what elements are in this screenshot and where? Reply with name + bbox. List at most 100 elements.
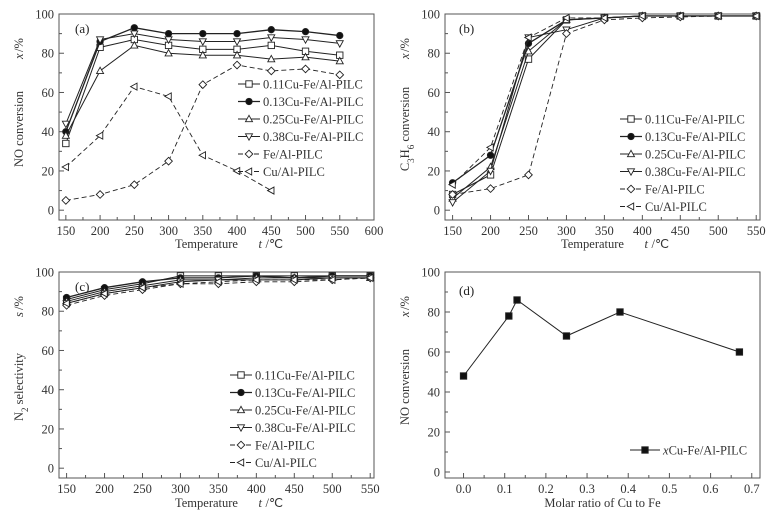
data-point bbox=[486, 167, 495, 176]
legend-marker bbox=[626, 184, 636, 194]
legend: 0.11Cu-Fe/Al-PILC 0.13Cu-Fe/Al-PILC 0.25Cu… bbox=[238, 78, 363, 179]
legend-label: Fe/Al-PILC bbox=[263, 148, 323, 162]
data-point bbox=[213, 277, 222, 287]
legend-marker bbox=[627, 132, 635, 141]
y-tick-label: 40 bbox=[42, 125, 55, 139]
data-point bbox=[335, 56, 345, 65]
x-tick-label: 150 bbox=[443, 224, 462, 238]
data-point bbox=[130, 30, 139, 39]
legend-marker bbox=[244, 149, 254, 159]
series-cu-al-pilc bbox=[61, 273, 374, 308]
legend-marker bbox=[641, 446, 649, 454]
data-point bbox=[232, 60, 242, 70]
x-tick-label: 350 bbox=[595, 224, 614, 238]
data-point bbox=[61, 131, 71, 139]
panel-label: (d) bbox=[459, 283, 474, 298]
x-tick-label: 450 bbox=[285, 482, 304, 496]
panel-d: 0.0 0.1 0.2 0.3 0.4 0.5 0.6 0.7 0 20 40 60 80 100 Mola… bbox=[398, 266, 761, 510]
legend-marker bbox=[244, 167, 253, 176]
data-point bbox=[675, 11, 684, 21]
data-point bbox=[95, 66, 105, 75]
data-point bbox=[61, 120, 71, 129]
series-cu-al-pilc bbox=[447, 11, 760, 189]
x-tick-label: 0.2 bbox=[538, 482, 554, 496]
data-point bbox=[524, 170, 533, 180]
x-tick-label: 150 bbox=[56, 224, 75, 238]
data-point bbox=[562, 332, 571, 340]
legend-label: 0.25Cu-Fe/Al-PILC bbox=[255, 404, 355, 418]
data-point bbox=[164, 48, 173, 57]
series-0-11cu-fe-al-pilc bbox=[62, 35, 344, 148]
legend-label: Cu/Al-PILC bbox=[263, 165, 325, 179]
data-point bbox=[327, 275, 336, 285]
x-axis-title: Temperature bbox=[175, 237, 238, 251]
data-point bbox=[513, 296, 521, 304]
legend-marker bbox=[244, 133, 254, 142]
x-axis-unit: /℃ bbox=[266, 237, 284, 251]
x-tick-label: 200 bbox=[91, 224, 110, 238]
y-axis-title-group: NO conversion x/% bbox=[398, 296, 412, 425]
panel-c: 150 200 250 300 350 400 450 500 550 0 20 40 60 80 100 T… bbox=[12, 266, 380, 511]
y-tick-label: 100 bbox=[421, 8, 440, 22]
y-axis-title-group: NO conversion x/% bbox=[12, 38, 26, 167]
y-axis-symbol: x bbox=[398, 311, 412, 318]
data-point bbox=[448, 199, 457, 207]
data-point bbox=[301, 52, 310, 61]
data-point bbox=[130, 24, 138, 32]
series-xcu-fe-al-pilc bbox=[459, 296, 744, 380]
y-axis-unit: /% bbox=[12, 38, 26, 52]
y-tick-label: 80 bbox=[42, 305, 55, 319]
legend-marker bbox=[626, 168, 636, 177]
data-point bbox=[129, 82, 138, 91]
data-point bbox=[198, 50, 208, 59]
x-tick-label: 550 bbox=[361, 482, 380, 496]
y-tick-label: 80 bbox=[428, 47, 441, 61]
x-tick-label: 0.1 bbox=[497, 482, 513, 496]
x-tick-label: 400 bbox=[228, 224, 247, 238]
data-point bbox=[335, 70, 345, 80]
legend-label: 0.38Cu-Fe/Al-PILC bbox=[255, 421, 355, 435]
data-point bbox=[99, 289, 108, 298]
y-tick-label: 100 bbox=[35, 8, 54, 22]
y-axis-unit: /% bbox=[398, 296, 412, 310]
x-axis-title: Temperature bbox=[175, 496, 238, 510]
data-point bbox=[301, 64, 310, 74]
x-tick-label: 600 bbox=[365, 224, 384, 238]
data-point bbox=[232, 50, 242, 59]
x-axis-title: Temperature bbox=[561, 237, 624, 251]
y-tick-label: 60 bbox=[428, 86, 441, 100]
x-tick-label: 200 bbox=[95, 482, 114, 496]
data-point bbox=[164, 156, 174, 166]
y-axis-unit: /% bbox=[12, 296, 26, 310]
legend-marker bbox=[244, 114, 254, 123]
legend-marker bbox=[626, 149, 636, 158]
x-tick-label: 400 bbox=[633, 224, 652, 238]
y-tick-label: 0 bbox=[48, 204, 54, 218]
data-point bbox=[95, 131, 104, 140]
plot-frame bbox=[58, 13, 375, 221]
data-point bbox=[164, 29, 173, 38]
legend-label: 0.13Cu-Fe/Al-PILC bbox=[263, 95, 363, 109]
series-line bbox=[65, 86, 272, 191]
x-tick-label: 500 bbox=[296, 224, 315, 238]
x-tick-label: 250 bbox=[125, 224, 144, 238]
data-point bbox=[561, 13, 570, 23]
x-tick-label: 250 bbox=[133, 482, 152, 496]
data-point bbox=[232, 166, 241, 176]
series-0-25cu-fe-al-pilc bbox=[61, 40, 345, 139]
y-tick-label: 40 bbox=[42, 383, 55, 397]
y-axis-title-group: N2 selectivity s /% bbox=[12, 296, 30, 421]
data-point bbox=[486, 151, 495, 159]
y-axis-unit: /% bbox=[398, 38, 412, 52]
data-point bbox=[336, 31, 344, 40]
data-point bbox=[267, 34, 276, 43]
data-point bbox=[713, 11, 722, 21]
legend-marker bbox=[245, 97, 253, 106]
data-point bbox=[163, 92, 172, 101]
data-point bbox=[164, 36, 173, 45]
data-point bbox=[130, 40, 139, 49]
legend: 0.11Cu-Fe/Al-PILC 0.13Cu-Fe/Al-PILC 0.25Cu… bbox=[230, 369, 355, 470]
data-point bbox=[198, 38, 208, 47]
panel-label: (b) bbox=[459, 21, 474, 36]
